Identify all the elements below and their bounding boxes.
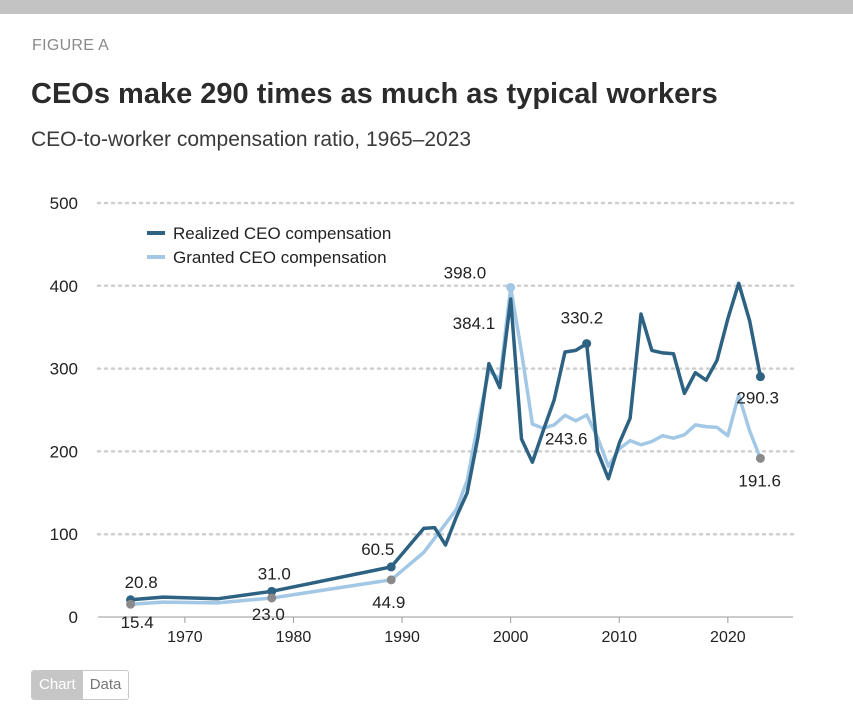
data-label: 243.6 bbox=[545, 429, 588, 448]
data-label: 330.2 bbox=[561, 309, 604, 328]
data-label: 31.0 bbox=[258, 564, 291, 583]
chart-subtitle: CEO-to-worker compensation ratio, 1965–2… bbox=[31, 128, 472, 151]
y-tick-label: 400 bbox=[50, 277, 78, 296]
x-tick-label: 2010 bbox=[601, 629, 637, 646]
tab-chart[interactable]: Chart bbox=[32, 671, 83, 699]
data-point-marker bbox=[126, 599, 136, 609]
data-label: 384.1 bbox=[453, 314, 496, 333]
data-point-marker bbox=[506, 282, 516, 292]
tab-data[interactable]: Data bbox=[82, 671, 129, 699]
data-label: 15.4 bbox=[121, 613, 154, 632]
data-label: 20.8 bbox=[125, 573, 158, 592]
data-label: 398.0 bbox=[444, 263, 487, 282]
y-tick-label: 300 bbox=[50, 360, 78, 379]
view-tabs: Chart Data bbox=[31, 670, 130, 700]
legend-label-granted: Granted CEO compensation bbox=[173, 248, 387, 267]
x-tick-label: 2000 bbox=[493, 629, 529, 646]
figure-label: FIGURE A bbox=[32, 37, 110, 54]
granted-series-line bbox=[128, 285, 763, 606]
x-tick-label: 1990 bbox=[384, 629, 420, 646]
data-point-marker bbox=[582, 339, 592, 349]
chart-title: CEOs make 290 times as much as typical w… bbox=[31, 78, 718, 110]
line-chart: 0 100 200 300 400 500 1970 1980 1990 2000 2010 2020… bbox=[50, 194, 795, 646]
data-label: 191.6 bbox=[738, 471, 781, 490]
top-bar bbox=[0, 0, 853, 14]
y-tick-label: 100 bbox=[50, 525, 78, 544]
x-tick-label: 2020 bbox=[710, 629, 746, 646]
data-label: 23.0 bbox=[252, 605, 285, 624]
y-tick-label: 0 bbox=[69, 608, 78, 627]
data-point-marker bbox=[386, 562, 396, 572]
data-label: 60.5 bbox=[361, 540, 394, 559]
x-tick-label: 1980 bbox=[276, 629, 312, 646]
data-point-marker bbox=[267, 593, 277, 603]
x-tick-label: 1970 bbox=[167, 629, 203, 646]
y-tick-label: 500 bbox=[50, 194, 78, 213]
data-point-marker bbox=[755, 453, 765, 463]
legend-label-realized: Realized CEO compensation bbox=[173, 224, 391, 243]
realized-series-line bbox=[128, 281, 763, 602]
data-point-marker bbox=[755, 372, 765, 382]
y-tick-label: 200 bbox=[50, 442, 78, 461]
data-point-marker bbox=[386, 575, 396, 585]
data-point-marker bbox=[267, 586, 277, 596]
data-label: 44.9 bbox=[372, 593, 405, 612]
data-label: 290.3 bbox=[736, 389, 779, 408]
